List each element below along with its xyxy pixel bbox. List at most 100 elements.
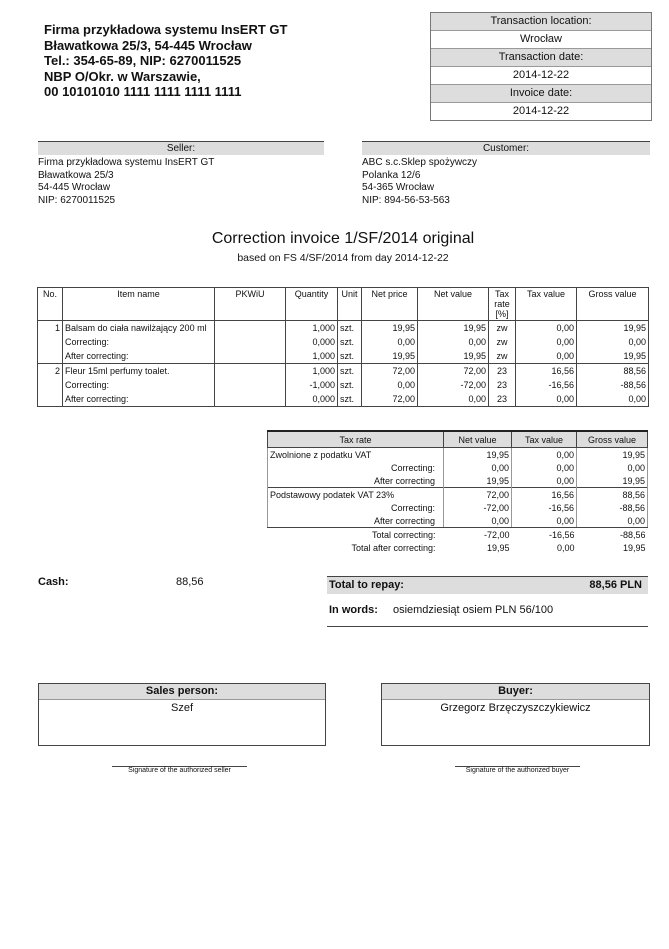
seller-line: 54-445 Wrocław — [38, 182, 111, 193]
tax-cell: 0,00 — [576, 514, 648, 528]
location-label: Transaction location: — [431, 13, 651, 31]
buyer-signature-caption: Signature of the authorized buyer — [455, 766, 580, 774]
tax-cell: 0,00 — [443, 514, 512, 528]
location-value: Wrocław — [431, 31, 651, 49]
items-cell: 0,00 — [361, 335, 418, 349]
tax-cell: 19,95 — [486, 542, 510, 553]
items-cell: 19,95 — [361, 320, 418, 335]
items-cell: 23 — [488, 363, 516, 378]
items-header-cell: Tax rate [%] — [488, 287, 516, 321]
seller-block: Seller: Firma przykładowa systemu InsERT… — [38, 141, 324, 207]
items-cell: 0,00 — [515, 349, 577, 364]
tax-cell: After correcting — [267, 474, 444, 488]
tax-cell: 0,00 — [556, 542, 575, 553]
transaction-date-label: Transaction date: — [431, 49, 651, 67]
items-cell: Fleur 15ml perfumy toalet. — [62, 363, 215, 378]
items-cell: 1 — [37, 320, 63, 335]
items-cell: 88,56 — [576, 363, 649, 378]
tax-summary-table: Tax rate Net value Tax value Gross value Zw… — [267, 430, 648, 554]
items-cell — [37, 335, 63, 349]
items-cell: 19,95 — [361, 349, 418, 364]
items-cell: 72,00 — [417, 363, 489, 378]
items-cell — [214, 378, 286, 392]
items-header-cell: Net value — [417, 287, 489, 321]
items-header-cell: Item name — [62, 287, 215, 321]
items-cell: szt. — [337, 320, 362, 335]
customer-line: NIP: 894-56-53-563 — [362, 194, 450, 206]
tax-cell: -88,56 — [619, 529, 646, 540]
items-cell: 16,56 — [515, 363, 577, 378]
table-row: Correcting: 0,000 szt. 0,00 0,00 zw 0,00 0,00 — [37, 335, 649, 349]
items-cell: 0,00 — [417, 392, 489, 407]
items-cell: szt. — [337, 335, 362, 349]
transaction-date-value: 2014-12-22 — [431, 67, 651, 85]
tax-cell: 19,95 — [443, 474, 512, 488]
tax-cell: 72,00 — [443, 487, 512, 501]
items-cell: 0,00 — [361, 378, 418, 392]
items-cell: -88,56 — [576, 378, 649, 392]
issuer-line: Tel.: 354-65-89, NIP: 6270011525 — [44, 53, 242, 68]
total-to-repay: Total to repay: 88,56 PLN — [327, 576, 648, 594]
tax-cell: 19,95 — [576, 447, 648, 461]
table-row: Total after correcting: 19,95 0,00 19,95 — [268, 541, 648, 554]
total-label: Total to repay: — [329, 579, 404, 591]
tax-cell: 0,00 — [511, 461, 577, 474]
table-row: Podstawowy podatek VAT 23% 72,00 16,56 88,5… — [267, 487, 648, 501]
items-cell: After correcting: — [62, 392, 215, 407]
seller-label: Seller: — [38, 141, 324, 155]
table-row: 2 Fleur 15ml perfumy toalet. 1,000 szt. 72,0… — [37, 363, 649, 378]
items-cell: -16,56 — [515, 378, 577, 392]
tax-cell: -16,56 — [548, 529, 575, 540]
sales-person-box: Sales person: Szef — [38, 683, 326, 746]
items-cell: szt. — [337, 363, 362, 378]
sales-person-name: Szef — [170, 702, 193, 714]
items-cell — [214, 392, 286, 407]
items-cell: 23 — [488, 378, 516, 392]
items-cell — [214, 320, 286, 335]
total-value: 88,56 PLN — [589, 579, 642, 591]
customer-line: ABC s.c.Sklep spożywczy — [362, 157, 478, 168]
tax-cell: Correcting: — [267, 461, 444, 474]
tax-cell: -88,56 — [576, 501, 648, 514]
cash-value: 88,56 — [176, 576, 204, 588]
items-cell: 19,95 — [576, 320, 649, 335]
document-subtitle: based on FS 4/SF/2014 from day 2014-12-2… — [237, 252, 449, 264]
tax-cell: 16,56 — [511, 487, 577, 501]
items-cell — [214, 363, 286, 378]
cash-label: Cash: — [38, 576, 69, 588]
items-header-cell: Unit — [337, 287, 362, 321]
tax-cell: 0,00 — [511, 447, 577, 461]
tax-cell: -72,00 — [443, 501, 512, 514]
table-row: Correcting: -72,00 -16,56 -88,56 — [267, 501, 648, 514]
items-cell: 19,95 — [417, 349, 489, 364]
sales-person-label: Sales person: — [39, 684, 325, 700]
issuer-line: Firma przykładowa systemu InsERT GT — [44, 22, 288, 37]
tax-header-cell: Tax rate — [267, 430, 444, 448]
transaction-box: Transaction location: Wrocław Transactio… — [430, 12, 652, 121]
items-cell: 0,000 — [285, 392, 338, 407]
items-header-cell: Quantity — [285, 287, 338, 321]
tax-header-cell: Net value — [443, 430, 512, 448]
items-table: No. Item name PKWiU Quantity Unit Net price Ne… — [37, 287, 649, 407]
tax-cell: Total correcting: — [371, 529, 436, 540]
items-cell — [214, 335, 286, 349]
items-cell: szt. — [337, 349, 362, 364]
seller-line: Firma przykładowa systemu InsERT GT — [38, 157, 215, 168]
seller-line: NIP: 6270011525 — [38, 194, 116, 206]
items-cell: Correcting: — [62, 335, 215, 349]
tax-cell: 19,95 — [576, 474, 648, 488]
items-cell: 0,00 — [576, 392, 649, 407]
items-cell: 2 — [37, 363, 63, 378]
items-header-cell: Tax value — [515, 287, 577, 321]
tax-cell: After correcting — [267, 514, 444, 528]
items-header-cell: PKWiU — [214, 287, 286, 321]
items-cell: -1,000 — [285, 378, 338, 392]
items-cell: 1,000 — [285, 363, 338, 378]
table-row: After correcting 0,00 0,00 0,00 — [267, 514, 648, 528]
table-row: 1 Balsam do ciała nawilżający 200 ml 1,000… — [37, 320, 649, 335]
seller-signature-caption: Signature of the authorized seller — [112, 766, 247, 774]
items-cell: zw — [488, 335, 516, 349]
tax-cell: 19,95 — [443, 447, 512, 461]
items-cell: 0,00 — [576, 335, 649, 349]
